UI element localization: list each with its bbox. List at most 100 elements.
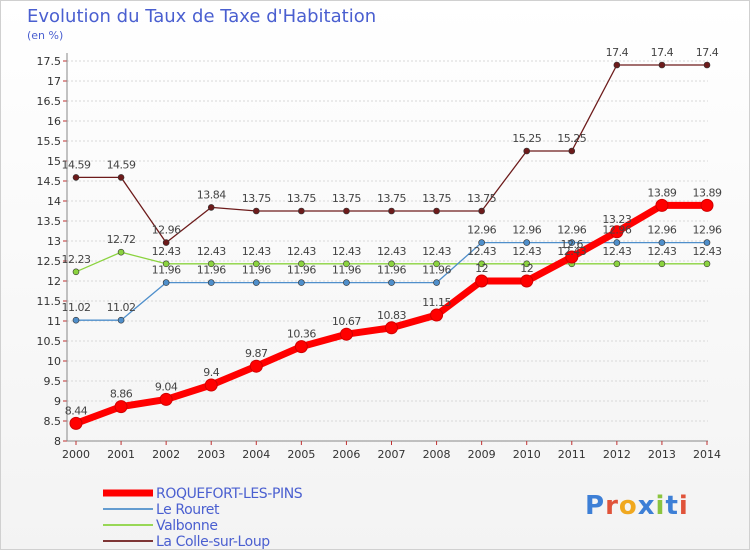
data-label: 11.02 (107, 301, 136, 314)
data-label: 11.96 (287, 264, 316, 277)
x-tick-label: 2014 (693, 448, 721, 461)
logo-letter: i (655, 491, 666, 521)
y-tick-label: 12.5 (37, 255, 62, 268)
data-point (703, 61, 711, 69)
data-point (430, 308, 444, 322)
data-point (520, 274, 534, 288)
data-label: 12.43 (693, 245, 722, 258)
y-tick-label: 14 (47, 195, 61, 208)
data-label: 10.36 (287, 328, 316, 341)
data-label: 12.96 (467, 224, 496, 237)
x-tick-label: 2006 (332, 448, 360, 461)
data-point (343, 260, 350, 268)
proxiti-logo: Proxiti (585, 491, 689, 521)
data-point (433, 279, 440, 286)
data-point (204, 378, 218, 392)
legend-label: ROQUEFORT-LES-PINS (156, 486, 303, 502)
data-point (433, 260, 440, 268)
data-label: 12.43 (602, 245, 631, 258)
chart-title: Evolution du Taux de Taxe d'Habitation (27, 6, 377, 27)
data-point (703, 260, 711, 268)
data-label: 12.72 (107, 233, 136, 246)
x-tick-label: 2010 (513, 448, 541, 461)
data-point (72, 174, 80, 181)
data-label: 12.96 (693, 224, 722, 237)
data-label: 12.43 (557, 245, 586, 258)
data-point (117, 316, 125, 324)
data-point (388, 207, 395, 215)
y-tick-label: 8 (54, 435, 61, 448)
y-tick-label: 15.5 (37, 135, 62, 148)
data-label: 9.04 (155, 380, 178, 393)
data-label: 12.43 (512, 245, 541, 258)
data-label: 12.43 (332, 245, 361, 258)
data-label: 10.83 (377, 309, 406, 322)
data-point (117, 174, 125, 181)
data-label: 11.96 (197, 264, 226, 277)
legend-label: La Colle-sur-Loup (156, 534, 270, 549)
x-tick-label: 2013 (648, 448, 676, 461)
y-tick-label: 17 (47, 75, 61, 88)
data-label: 11.96 (242, 264, 271, 277)
y-tick-label: 14.5 (37, 175, 62, 188)
data-point (475, 274, 489, 288)
data-label: 12.43 (377, 245, 406, 258)
y-tick-label: 9.5 (44, 375, 62, 388)
data-point (523, 147, 531, 155)
data-label: 12.43 (467, 245, 496, 258)
data-label: 13.75 (422, 192, 451, 205)
data-label: 9.4 (203, 366, 219, 379)
y-tick-label: 11.5 (37, 295, 62, 308)
x-tick-label: 2005 (287, 448, 315, 461)
data-label: 12.96 (152, 224, 181, 237)
data-label: 13.75 (467, 192, 496, 205)
x-tick-label: 2000 (62, 448, 90, 461)
data-point (700, 198, 714, 212)
data-label: 8.44 (65, 404, 88, 417)
data-label: 17.4 (696, 46, 719, 59)
data-point (523, 260, 531, 268)
data-point (610, 225, 624, 239)
y-tick-label: 13.5 (37, 215, 62, 228)
data-label: 11.96 (152, 264, 181, 277)
data-label: 13.89 (647, 186, 676, 199)
data-point (159, 392, 173, 406)
data-point (252, 260, 260, 268)
data-label: 9.87 (245, 347, 268, 360)
y-tick-label: 13 (47, 235, 61, 248)
data-label: 17.4 (606, 46, 629, 59)
data-label: 14.59 (62, 158, 91, 171)
data-label: 12 (520, 262, 533, 275)
data-point (433, 207, 440, 215)
data-point (613, 260, 621, 268)
data-label: 12.43 (422, 245, 451, 258)
y-tick-label: 16 (47, 115, 61, 128)
data-label: 11.15 (422, 296, 451, 309)
data-point (385, 321, 398, 335)
data-point (72, 268, 80, 276)
data-point (613, 239, 621, 246)
data-point (523, 239, 531, 246)
data-label: 12.6 (561, 238, 584, 251)
data-label: 15.25 (557, 132, 586, 145)
y-tick-label: 16.5 (37, 95, 62, 108)
data-point (339, 327, 353, 341)
y-tick-label: 15 (47, 155, 61, 168)
data-label: 13.75 (287, 192, 316, 205)
data-label: 12.43 (242, 245, 271, 258)
y-tick-label: 11 (47, 315, 61, 328)
data-point (388, 260, 395, 268)
x-tick-label: 2011 (558, 448, 586, 461)
x-tick-label: 2008 (423, 448, 451, 461)
data-label: 12.96 (647, 224, 676, 237)
x-tick-label: 2003 (197, 448, 225, 461)
data-point (478, 260, 485, 268)
x-tick-label: 2004 (242, 448, 270, 461)
data-point (568, 239, 576, 246)
data-point (294, 340, 308, 354)
data-label: 11.02 (62, 301, 91, 314)
data-point (252, 207, 260, 215)
data-point (249, 359, 263, 373)
